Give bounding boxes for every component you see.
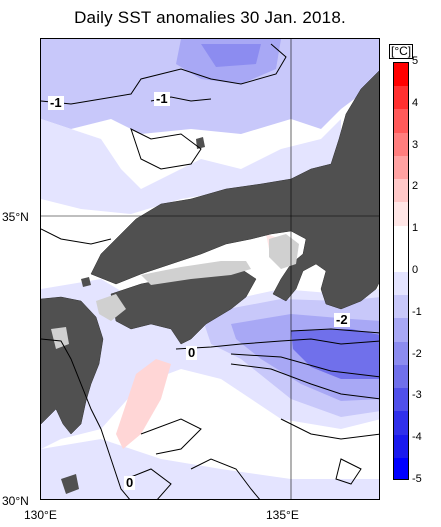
land-island — [61, 474, 79, 494]
map-frame — [40, 38, 380, 500]
colorbar-segment — [394, 388, 408, 413]
colorbar-segment — [394, 179, 408, 204]
lon-label-130e: 130°E — [24, 508, 57, 522]
colorbar-tick-label: -3 — [412, 389, 422, 402]
colorbar — [393, 62, 409, 480]
colorbar-tick-label: 4 — [412, 96, 419, 109]
contour-line — [190, 458, 260, 499]
contour-line — [230, 363, 379, 400]
colorbar-tick-label: 0 — [412, 264, 419, 276]
contour-line — [290, 328, 379, 334]
sst-anomaly-map — [41, 39, 379, 499]
colorbar-segment — [394, 86, 408, 111]
contour-line — [125, 468, 172, 499]
colorbar-segment — [394, 132, 408, 157]
contour-line — [175, 338, 379, 350]
land-island — [81, 277, 91, 287]
colorbar-tick-label: 5 — [412, 55, 419, 67]
colorbar-tick-label: -1 — [412, 305, 422, 318]
anomaly-region-negative — [201, 44, 261, 67]
contour-label: 0 — [186, 345, 198, 360]
colorbar-segment — [394, 341, 408, 366]
contour-line — [140, 418, 202, 455]
land-island — [196, 137, 205, 149]
colorbar-tick-label: -2 — [412, 347, 422, 360]
colorbar-segment — [394, 225, 408, 250]
colorbar-segment — [394, 155, 408, 180]
lat-label-30n: 30°N — [2, 494, 29, 508]
contour-line — [230, 353, 379, 378]
inland-sea — [51, 327, 69, 349]
colorbar-segment — [394, 411, 408, 436]
lon-label-135e: 135°E — [266, 508, 299, 522]
colorbar-segment — [394, 202, 408, 227]
colorbar-segment — [394, 63, 408, 87]
colorbar-segment — [394, 318, 408, 343]
colorbar-tick-label: 3 — [412, 138, 419, 151]
land-honshu — [90, 70, 379, 310]
inland-sea — [141, 261, 251, 285]
colorbar-segment — [394, 248, 408, 273]
colorbar-segment — [394, 272, 408, 296]
anomaly-region-negative — [41, 119, 341, 214]
colorbar-tick-label: -5 — [412, 473, 422, 485]
contour-label: -1 — [154, 91, 170, 106]
anomaly-region-negative — [41, 439, 379, 499]
lat-label-35n: 35°N — [2, 210, 29, 224]
anomaly-region-negative — [41, 39, 379, 134]
contour-label: -2 — [334, 312, 350, 327]
contour-label: 0 — [124, 475, 136, 490]
map-title: Daily SST anomalies 30 Jan. 2018. — [74, 8, 346, 27]
colorbar-segment — [394, 457, 408, 479]
colorbar-tick-label: 1 — [412, 222, 419, 235]
contour-line — [130, 128, 202, 170]
colorbar-segment — [394, 364, 408, 389]
lake-biwa — [269, 234, 299, 269]
colorbar-tick-label: -4 — [412, 431, 422, 444]
contour-line — [280, 418, 379, 440]
colorbar-segment — [394, 434, 408, 459]
contour-line — [41, 228, 112, 245]
colorbar-unit: [°C] — [389, 44, 414, 59]
contour-line — [41, 338, 130, 499]
colorbar-segment — [394, 295, 408, 320]
anomaly-region-positive — [116, 359, 171, 449]
inland-sea — [96, 294, 126, 321]
contour-line — [41, 43, 287, 105]
contour-label: -1 — [48, 95, 64, 110]
anomaly-region-negative — [291, 329, 379, 379]
colorbar-segment — [394, 109, 408, 134]
colorbar-tick-label: 2 — [412, 180, 419, 193]
contour-line — [335, 458, 362, 485]
